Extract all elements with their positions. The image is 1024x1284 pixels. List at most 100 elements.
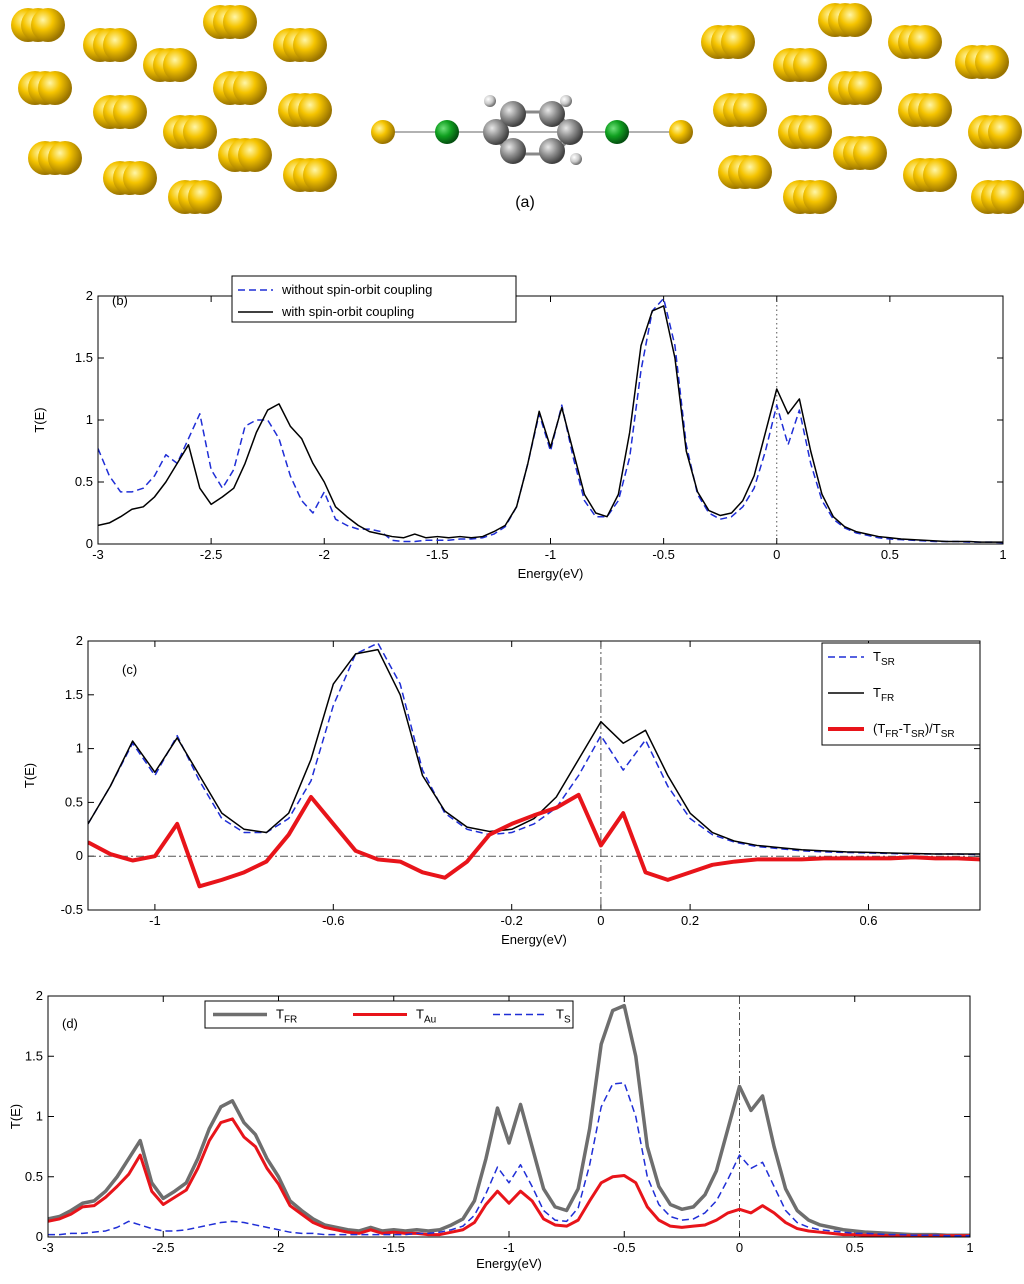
gold-cluster bbox=[273, 28, 327, 62]
gold-cluster bbox=[955, 45, 1009, 79]
au-atom bbox=[31, 8, 65, 42]
legend-box bbox=[231, 275, 517, 323]
gold-cluster bbox=[778, 115, 832, 149]
gold-cluster bbox=[168, 180, 222, 214]
x-tick-label: 0 bbox=[773, 547, 780, 562]
panel-label: (c) bbox=[122, 662, 137, 677]
x-tick-label: -1 bbox=[149, 913, 161, 928]
x-tick-label: -3 bbox=[92, 547, 104, 562]
x-axis-label: Energy(eV) bbox=[518, 566, 584, 581]
x-tick-label: -1 bbox=[503, 1240, 515, 1255]
y-axis-label: T(E) bbox=[22, 763, 37, 788]
y-tick-label: 1.5 bbox=[65, 687, 83, 702]
x-axis-label: Energy(eV) bbox=[501, 932, 567, 947]
au-atom bbox=[298, 93, 332, 127]
legend-label: TSR​ bbox=[873, 649, 895, 668]
gold-cluster bbox=[833, 136, 887, 170]
au-atom bbox=[48, 141, 82, 175]
gold-cluster bbox=[203, 5, 257, 39]
gold-cluster bbox=[713, 93, 767, 127]
au-atom bbox=[838, 3, 872, 37]
au-atom bbox=[918, 93, 952, 127]
gold-cluster bbox=[103, 161, 157, 195]
gold-cluster bbox=[93, 95, 147, 129]
au-atom bbox=[803, 180, 837, 214]
gold-cluster bbox=[773, 48, 827, 82]
y-tick-label: 0 bbox=[86, 536, 93, 551]
y-tick-label: 1 bbox=[36, 1109, 43, 1124]
au-atom bbox=[988, 115, 1022, 149]
gold-cluster bbox=[898, 93, 952, 127]
x-tick-label: -2 bbox=[318, 547, 330, 562]
panel: -3 -2.5 -2 -1.5 -1 -0.5 0 0.5 1 0 0.5 1 1.5 2 (b) Energ… bbox=[32, 275, 1007, 581]
x-tick-label: 1 bbox=[999, 547, 1006, 562]
gold-cluster bbox=[968, 115, 1022, 149]
au-atom bbox=[38, 71, 72, 105]
y-tick-label: 1 bbox=[76, 741, 83, 756]
au-atom bbox=[669, 120, 693, 144]
au-atom bbox=[798, 115, 832, 149]
x-tick-label: -2 bbox=[273, 1240, 285, 1255]
gold-cluster bbox=[83, 28, 137, 62]
s-atom bbox=[605, 120, 629, 144]
y-tick-label: 2 bbox=[86, 288, 93, 303]
s-atom bbox=[435, 120, 459, 144]
au-atom bbox=[303, 158, 337, 192]
plot-frame bbox=[47, 995, 971, 1238]
x-tick-label: -2.5 bbox=[200, 547, 222, 562]
gold-cluster bbox=[701, 25, 755, 59]
series-line bbox=[88, 648, 980, 855]
y-tick-label: 2 bbox=[76, 633, 83, 648]
au-atom bbox=[113, 95, 147, 129]
x-axis-label: Energy(eV) bbox=[476, 1256, 542, 1271]
gold-cluster bbox=[218, 138, 272, 172]
au-atom bbox=[233, 71, 267, 105]
y-tick-label: 1.5 bbox=[75, 350, 93, 365]
panel-label: (b) bbox=[112, 293, 128, 308]
au-atom bbox=[293, 28, 327, 62]
au-atom bbox=[103, 28, 137, 62]
gold-cluster bbox=[143, 48, 197, 82]
y-tick-label: 0.5 bbox=[75, 474, 93, 489]
au-atom bbox=[371, 120, 395, 144]
legend-label: TAu​ bbox=[416, 1007, 436, 1026]
x-tick-label: 0.5 bbox=[881, 547, 899, 562]
legend-label: with spin-orbit coupling bbox=[281, 304, 414, 319]
gold-cluster bbox=[818, 3, 872, 37]
x-tick-label: 0.2 bbox=[681, 913, 699, 928]
y-axis-label: T(E) bbox=[32, 407, 47, 432]
series-line bbox=[48, 1003, 970, 1237]
legend: without spin-orbit coupling with spin-orb… bbox=[231, 275, 517, 323]
gold-cluster bbox=[283, 158, 337, 192]
gold-cluster bbox=[163, 115, 217, 149]
y-tick-label: 2 bbox=[36, 988, 43, 1003]
au-atom bbox=[183, 115, 217, 149]
gold-cluster bbox=[971, 180, 1024, 214]
x-tick-label: 0 bbox=[736, 1240, 743, 1255]
y-tick-label: 1.5 bbox=[25, 1048, 43, 1063]
au-atom bbox=[793, 48, 827, 82]
x-tick-label: -2.5 bbox=[152, 1240, 174, 1255]
au-atom bbox=[848, 71, 882, 105]
legend-label: (TFR​-TSR​)/TSR​ bbox=[873, 721, 955, 740]
y-tick-label: 1 bbox=[86, 412, 93, 427]
panel-label: (a) bbox=[515, 194, 535, 211]
y-tick-label: 0.5 bbox=[65, 794, 83, 809]
x-tick-label: -3 bbox=[42, 1240, 54, 1255]
series-line bbox=[88, 642, 980, 856]
ring-atoms bbox=[483, 95, 583, 165]
series-line bbox=[48, 1082, 970, 1237]
au-atom bbox=[923, 158, 957, 192]
panel-label: (d) bbox=[62, 1016, 78, 1031]
panel: -1 -0.6 -0.2 0 0.2 0.6 -0.5 0 0.5 1 1.5 2 (c) Energy(… bbox=[22, 633, 981, 947]
x-tick-label: 0 bbox=[597, 913, 604, 928]
gold-cluster bbox=[11, 8, 65, 42]
legend: TSR​ TFR​ (TFR​-TSR​)/TSR​ bbox=[821, 642, 981, 746]
y-axis-label: T(E) bbox=[8, 1104, 23, 1129]
series-line bbox=[98, 297, 1003, 544]
molecular-junction: (a) bbox=[371, 95, 693, 211]
x-tick-label: -0.5 bbox=[652, 547, 674, 562]
au-atom bbox=[223, 5, 257, 39]
y-tick-label: -0.5 bbox=[61, 902, 83, 917]
